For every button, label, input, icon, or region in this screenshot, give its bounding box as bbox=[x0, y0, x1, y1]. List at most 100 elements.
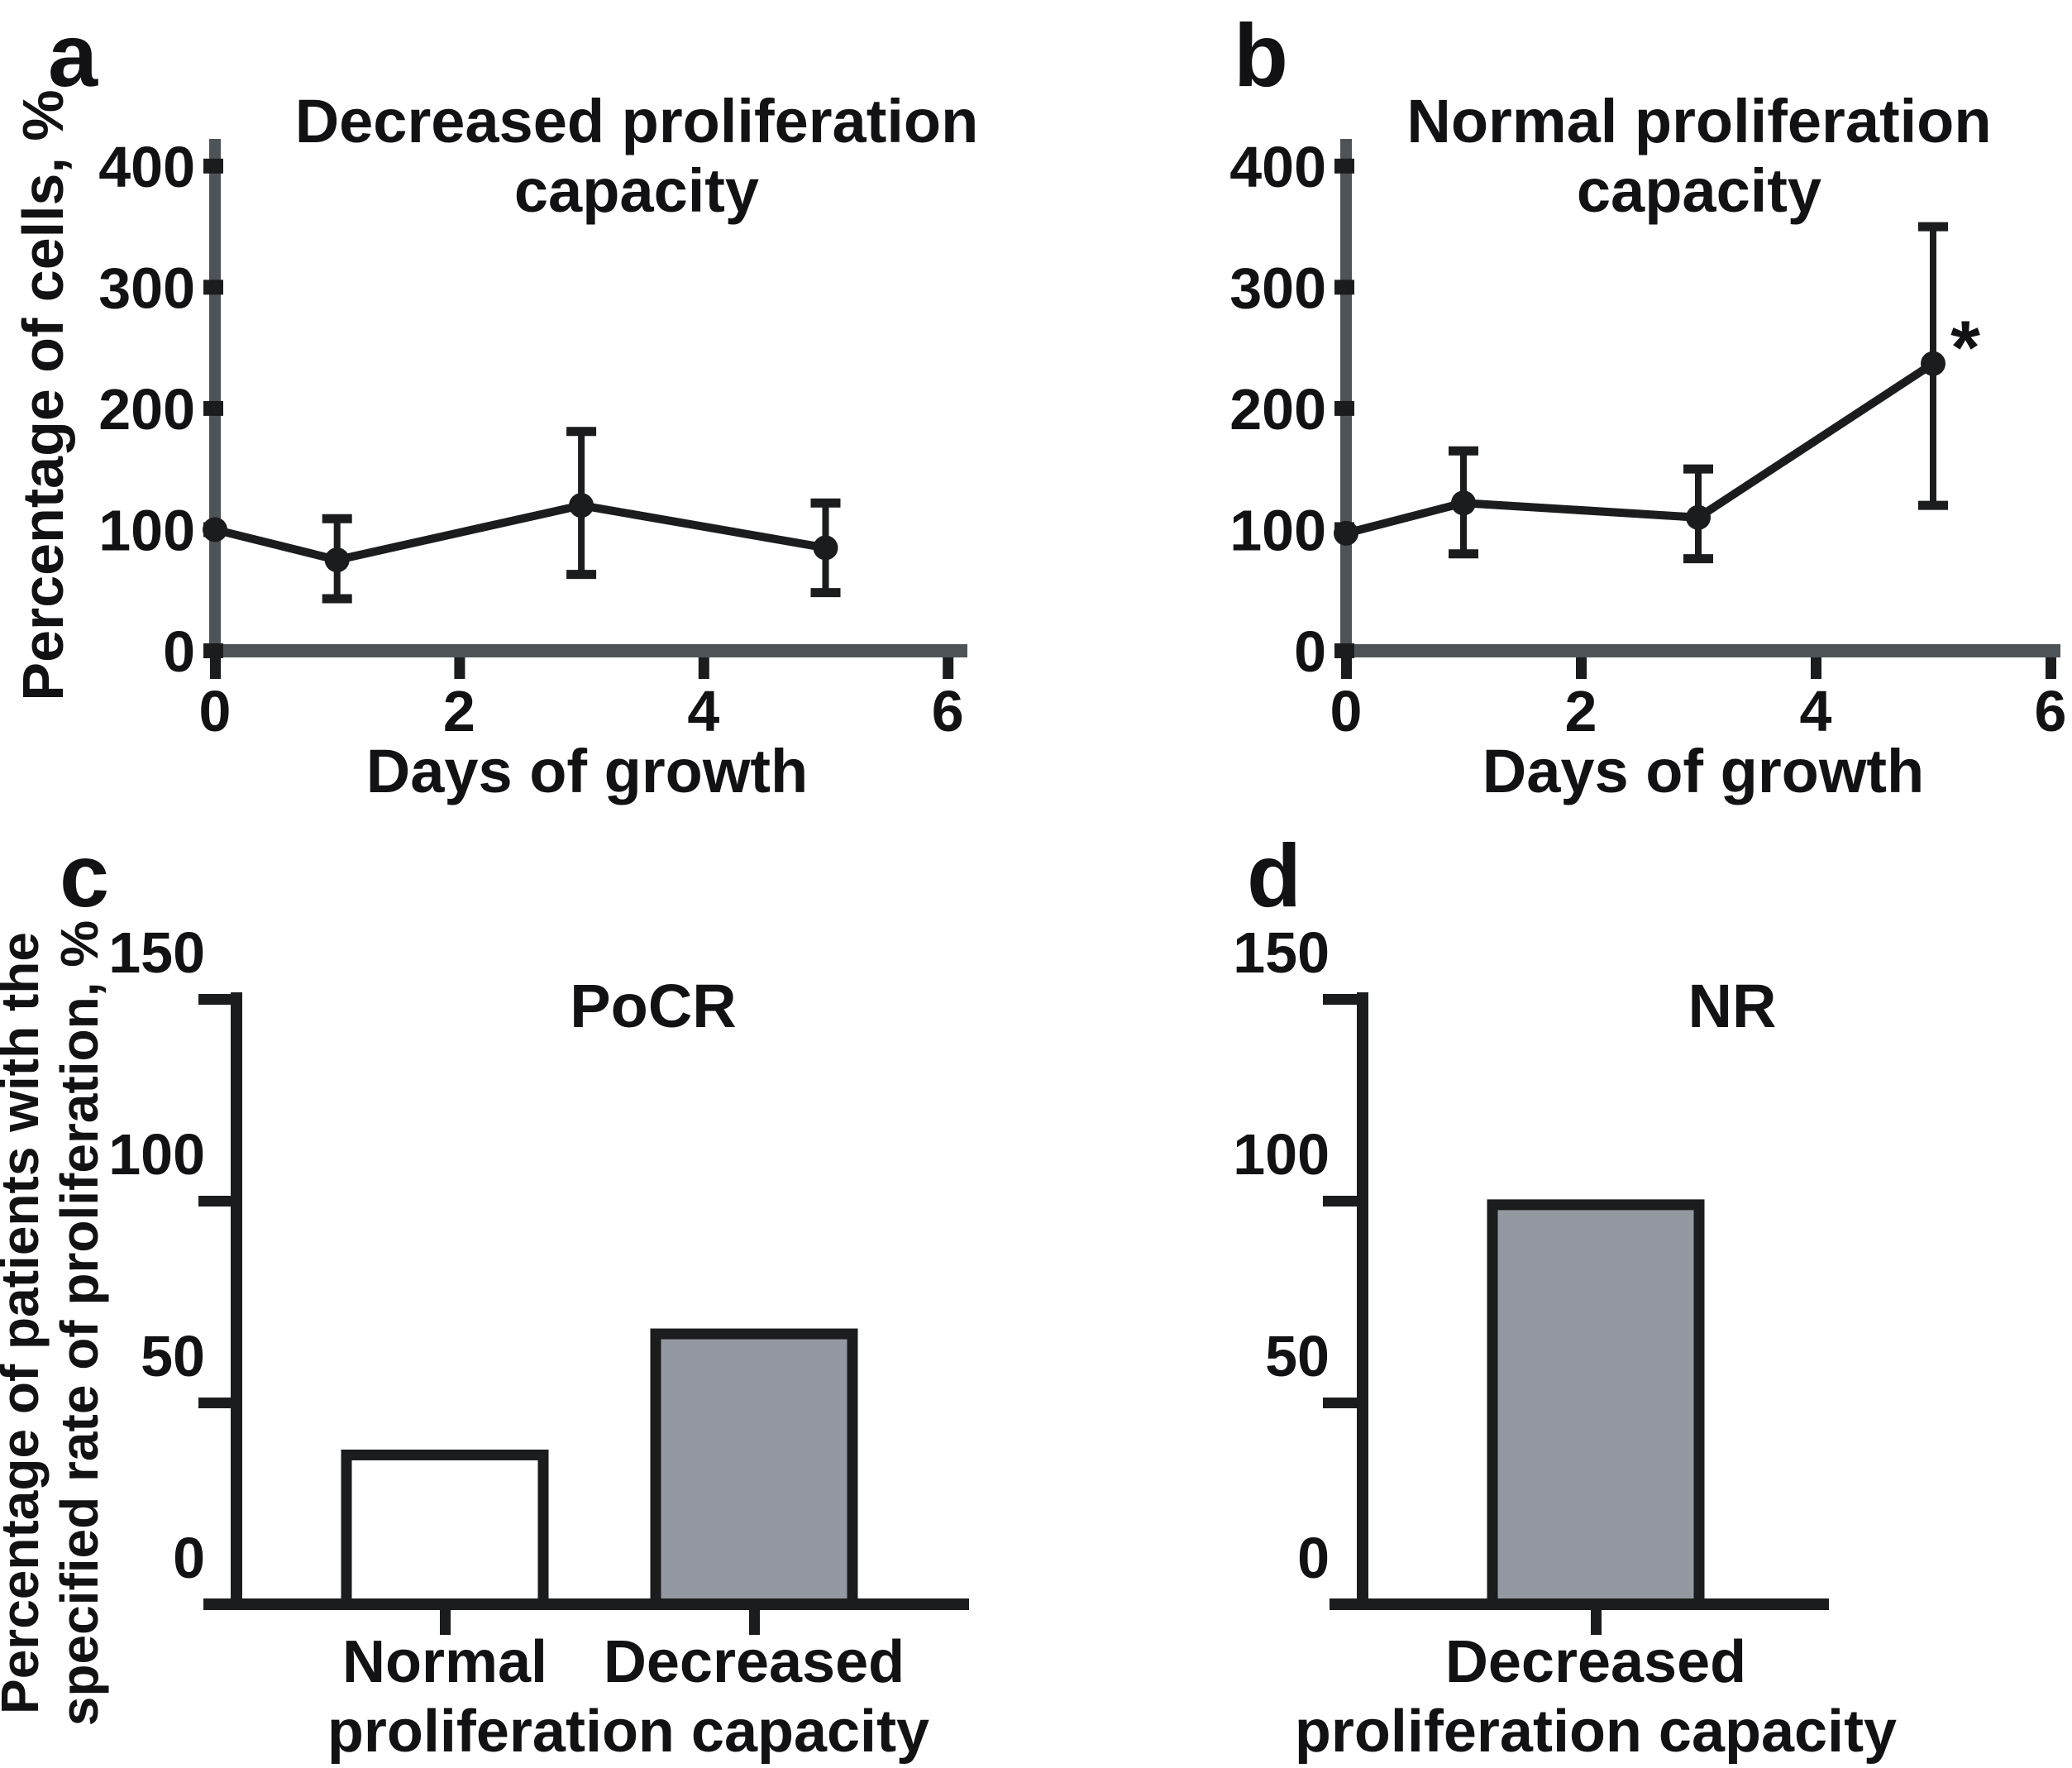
x-tick-label: 2 bbox=[443, 679, 475, 743]
x-axis-line bbox=[1330, 1598, 1829, 1610]
x-tick-label: 0 bbox=[199, 679, 232, 743]
y-tick-mark bbox=[1334, 400, 1354, 416]
panel-b-letter: b bbox=[1234, 5, 1288, 105]
y-tick-label: 150 bbox=[108, 920, 205, 985]
y-tick-label: 0 bbox=[173, 1526, 205, 1590]
x-tick-mark bbox=[210, 657, 221, 679]
panel-b: b Normal proliferation capacity Days of … bbox=[1229, 5, 2066, 805]
panel-d-category-decreased: Decreased bbox=[1445, 1629, 1746, 1695]
significance-asterisk: * bbox=[1950, 306, 1980, 390]
category-tick-mark bbox=[749, 1610, 760, 1635]
panel-b-title-line2: capacity bbox=[1577, 156, 1821, 225]
x-tick-mark bbox=[1576, 657, 1587, 679]
panel-a-y-axis-label: Percentage of cells, % bbox=[11, 89, 75, 700]
y-tick-mark bbox=[1334, 280, 1354, 295]
data-point-day-5 bbox=[1921, 351, 1945, 376]
y-tick-label: 100 bbox=[1233, 1122, 1330, 1187]
panel-d-title: NR bbox=[1688, 972, 1777, 1040]
y-tick-mark bbox=[1323, 994, 1363, 1005]
y-tick-label: 0 bbox=[1297, 1526, 1330, 1590]
panel-c-title: PoCR bbox=[570, 972, 736, 1040]
x-tick-label: 2 bbox=[1565, 679, 1597, 743]
data-point-day-3 bbox=[569, 493, 594, 518]
y-tick-mark bbox=[1323, 1398, 1363, 1408]
panel-d: d NR 0 50 100 150 Decreased proliferation c… bbox=[1233, 825, 1897, 1765]
y-tick-label: 50 bbox=[1265, 1324, 1330, 1388]
x-tick-label: 4 bbox=[687, 679, 719, 743]
y-axis-line bbox=[231, 992, 242, 1610]
panel-d-plot-area: 0 50 100 150 bbox=[1233, 920, 1829, 1635]
x-tick-mark bbox=[1341, 657, 1352, 679]
y-tick-label: 100 bbox=[108, 1122, 205, 1187]
x-tick-mark bbox=[1811, 657, 1821, 679]
y-axis-line bbox=[1357, 992, 1368, 1610]
y-tick-label: 100 bbox=[98, 498, 195, 562]
x-axis-line bbox=[203, 1598, 969, 1610]
category-tick-mark bbox=[1591, 1610, 1602, 1635]
bar-normal bbox=[341, 1449, 549, 1610]
data-point-day-1 bbox=[324, 547, 350, 573]
panel-c-category-normal: Normal bbox=[342, 1629, 547, 1695]
y-tick-mark bbox=[198, 1398, 236, 1408]
panel-a-title-line2: capacity bbox=[514, 156, 759, 225]
panel-c: c PoCR Percentage of patients with the s… bbox=[0, 825, 969, 1765]
x-tick-label: 0 bbox=[1330, 679, 1363, 743]
panel-a-title-line1: Decreased proliferation bbox=[295, 87, 979, 155]
y-tick-label: 50 bbox=[141, 1324, 205, 1388]
x-axis-line bbox=[207, 644, 967, 657]
data-line bbox=[213, 501, 827, 565]
y-tick-label: 400 bbox=[1229, 135, 1326, 199]
panel-a-x-axis-label: Days of growth bbox=[366, 737, 808, 805]
panel-a: a Decreased proliferation capacity Perce… bbox=[11, 5, 978, 805]
y-tick-mark bbox=[1334, 643, 1354, 658]
x-tick-label: 4 bbox=[1800, 679, 1832, 743]
y-tick-mark bbox=[198, 1196, 236, 1207]
panel-c-category-shared-line: proliferation capacity bbox=[327, 1699, 929, 1765]
y-tick-label: 0 bbox=[163, 619, 195, 684]
data-point-day-5 bbox=[813, 535, 838, 561]
data-point-day-1 bbox=[1451, 490, 1476, 516]
y-tick-label: 0 bbox=[1294, 619, 1326, 684]
y-tick-mark bbox=[203, 400, 223, 416]
data-point-day-0 bbox=[1334, 520, 1358, 546]
y-tick-label: 200 bbox=[98, 377, 195, 442]
panel-a-plot-area: 0 100 200 300 400 0 2 4 6 bbox=[98, 135, 967, 743]
data-point-day-3 bbox=[1686, 504, 1711, 530]
x-tick-mark bbox=[454, 657, 465, 679]
bar-decreased bbox=[650, 1328, 858, 1610]
y-tick-mark bbox=[1334, 158, 1354, 174]
panel-b-plot-area: 0 100 200 300 400 0 2 4 6 bbox=[1229, 135, 2066, 743]
y-tick-label: 300 bbox=[98, 256, 195, 320]
y-tick-mark bbox=[203, 158, 223, 174]
panel-c-category-decreased: Decreased bbox=[604, 1629, 905, 1695]
panel-c-plot-area: 0 50 100 150 bbox=[108, 920, 969, 1635]
x-tick-mark bbox=[698, 657, 709, 679]
panel-c-letter: c bbox=[60, 825, 109, 925]
panel-b-title-line1: Normal proliferation bbox=[1406, 87, 1991, 155]
y-tick-mark bbox=[1323, 1196, 1363, 1207]
y-axis-line bbox=[209, 139, 221, 657]
data-line bbox=[1344, 360, 1936, 538]
y-tick-mark bbox=[203, 643, 223, 658]
y-tick-mark bbox=[198, 994, 236, 1005]
x-axis-line bbox=[1338, 644, 2060, 657]
y-tick-label: 150 bbox=[1233, 920, 1330, 985]
panel-d-letter: d bbox=[1247, 825, 1301, 925]
panel-b-x-axis-label: Days of growth bbox=[1482, 737, 1924, 805]
y-tick-label: 100 bbox=[1229, 498, 1326, 562]
panel-a-letter: a bbox=[48, 5, 98, 105]
y-tick-label: 400 bbox=[98, 135, 195, 199]
y-tick-label: 200 bbox=[1229, 377, 1326, 442]
data-point-day-0 bbox=[203, 517, 227, 542]
y-tick-label: 300 bbox=[1229, 256, 1326, 320]
x-tick-label: 6 bbox=[2035, 679, 2067, 743]
panel-c-y-axis-label-line1: Percentage of patients with the bbox=[0, 932, 50, 1714]
panel-d-category-shared-line: proliferation capacity bbox=[1295, 1699, 1897, 1765]
y-axis-line bbox=[1340, 139, 1352, 657]
category-tick-mark bbox=[440, 1610, 451, 1635]
panel-c-y-axis-label-line2: specified rate of proliferation, % bbox=[50, 920, 109, 1726]
bar-decreased bbox=[1487, 1199, 1705, 1610]
x-tick-mark bbox=[2046, 657, 2056, 679]
